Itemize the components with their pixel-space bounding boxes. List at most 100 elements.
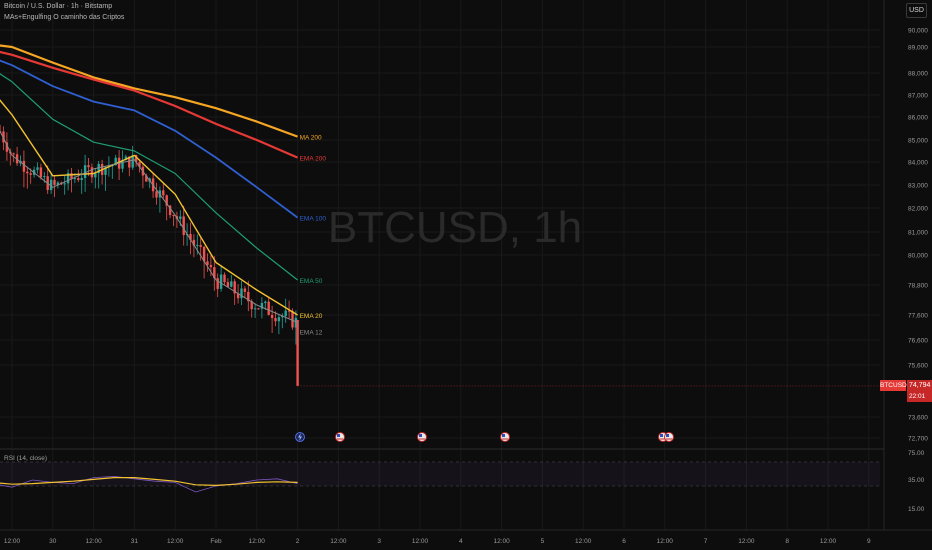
- candle-body: [294, 317, 298, 328]
- candle-body: [138, 162, 141, 167]
- us-flag-event-icon[interactable]: [417, 432, 427, 442]
- candle-body: [270, 314, 274, 319]
- flag-canton: [666, 434, 669, 437]
- candle-body: [104, 167, 107, 175]
- candle-body: [87, 165, 90, 168]
- candle-body: [168, 205, 172, 216]
- price-tick-label: 80,000: [908, 253, 928, 260]
- candle-body: [155, 191, 158, 198]
- time-tick-label: 12:00: [330, 538, 347, 545]
- candle-body: [206, 261, 209, 265]
- time-tick-label: 12:00: [738, 538, 755, 545]
- candle-body: [43, 176, 46, 178]
- candle-body: [36, 167, 39, 170]
- us-flag-event-icon[interactable]: [664, 432, 674, 442]
- price-axis: 90,000 89,000 88,000 87,000 86,000 85,000 84,0…: [883, 0, 928, 530]
- candle-body: [257, 308, 260, 310]
- time-tick-label: 2: [296, 538, 300, 545]
- candle-body: [196, 244, 199, 246]
- candle-body: [287, 310, 291, 312]
- time-tick-label: 12:00: [820, 538, 837, 545]
- candle-body: [39, 167, 43, 178]
- us-flag-event-icon[interactable]: [335, 432, 345, 442]
- time-tick-label: 12:00: [575, 538, 592, 545]
- candle-body: [26, 171, 29, 174]
- time-tick-label: 7: [704, 538, 708, 545]
- price-tick-label: 90,000: [908, 28, 928, 35]
- line-ema-12: [0, 130, 298, 323]
- price-tick-label: 82,000: [908, 206, 928, 213]
- time-tick-label: 30: [49, 538, 57, 545]
- time-tick-label: 12:00: [657, 538, 674, 545]
- candle-body: [22, 160, 26, 172]
- price-tick-label: 72,700: [908, 436, 928, 443]
- label-ema-50: EMA 50: [300, 278, 323, 285]
- price-label-countdown: 22:01: [907, 391, 932, 402]
- rsi-tick-label: 75.00: [908, 450, 925, 457]
- candle-body: [124, 156, 128, 160]
- price-tick-label: 83,000: [908, 183, 928, 190]
- price-tick-label: 73,600: [908, 415, 928, 422]
- rsi-ma-line: [0, 477, 298, 487]
- flag-canton: [502, 434, 505, 437]
- candle-body: [199, 244, 202, 247]
- rsi-tick-label: 15.00: [908, 506, 925, 513]
- line-ema-20: [0, 99, 298, 316]
- candle-body: [73, 178, 77, 180]
- candle-body: [179, 216, 182, 219]
- candle-body: [277, 317, 281, 322]
- current-price-label: BTCUSD 74,794 22:01: [880, 380, 932, 402]
- time-tick-label: 3: [377, 538, 381, 545]
- currency-button[interactable]: USD: [906, 3, 927, 18]
- time-tick-label: 6: [622, 538, 626, 545]
- candle-body: [165, 195, 168, 206]
- candle-body: [230, 281, 233, 287]
- candle-body: [90, 167, 94, 178]
- candle-body: [70, 173, 73, 179]
- flash-event-icon[interactable]: [295, 432, 305, 442]
- label-ma-200: MA 200: [300, 135, 322, 142]
- time-tick-label: 31: [131, 538, 139, 545]
- time-tick-label: 9: [867, 538, 871, 545]
- label-ema-100: EMA 100: [300, 216, 327, 223]
- candle-body: [63, 183, 66, 185]
- time-tick-label: 4: [459, 538, 463, 545]
- candle-body: [213, 267, 216, 279]
- line-ema-100: [0, 59, 299, 219]
- candle-body: [29, 173, 32, 175]
- candle-body: [172, 215, 175, 217]
- price-tick-label: 77,600: [908, 313, 928, 320]
- price-tick-label: 85,000: [908, 138, 928, 145]
- candle-body: [243, 288, 247, 292]
- rsi-title: RSI (14, close): [4, 455, 47, 462]
- rsi-tick-label: 35.00: [908, 477, 925, 484]
- candle-body: [253, 308, 257, 310]
- flag-canton: [419, 434, 422, 437]
- watermark: BTCUSD, 1h: [328, 203, 582, 252]
- candle-body: [162, 190, 165, 196]
- candle-body: [226, 282, 230, 287]
- price-tick-label: 84,000: [908, 160, 928, 167]
- candle-body: [216, 278, 219, 289]
- flag-canton: [337, 434, 340, 437]
- flash-glyph: [298, 433, 302, 441]
- indicator-title[interactable]: MAs+Engulfing O caminho das Criptos: [4, 14, 125, 21]
- time-tick-label: 12:00: [4, 538, 21, 545]
- price-tick-label: 89,000: [908, 45, 928, 52]
- time-tick-label: 12:00: [249, 538, 266, 545]
- price-tick-label: 81,000: [908, 230, 928, 237]
- us-flag-event-icon[interactable]: [500, 432, 510, 442]
- price-label-value: 74,794: [907, 380, 932, 391]
- candle-body: [247, 291, 250, 302]
- candle-body: [236, 293, 240, 299]
- rsi-band: [0, 462, 880, 486]
- candle-body: [131, 155, 134, 168]
- line-ema-200: [0, 50, 299, 159]
- candle-body: [121, 159, 124, 169]
- candle-body: [240, 288, 243, 299]
- candle-body: [83, 165, 87, 178]
- candle-body: [5, 142, 9, 152]
- candle-body: [192, 239, 196, 246]
- candle-body: [182, 216, 185, 235]
